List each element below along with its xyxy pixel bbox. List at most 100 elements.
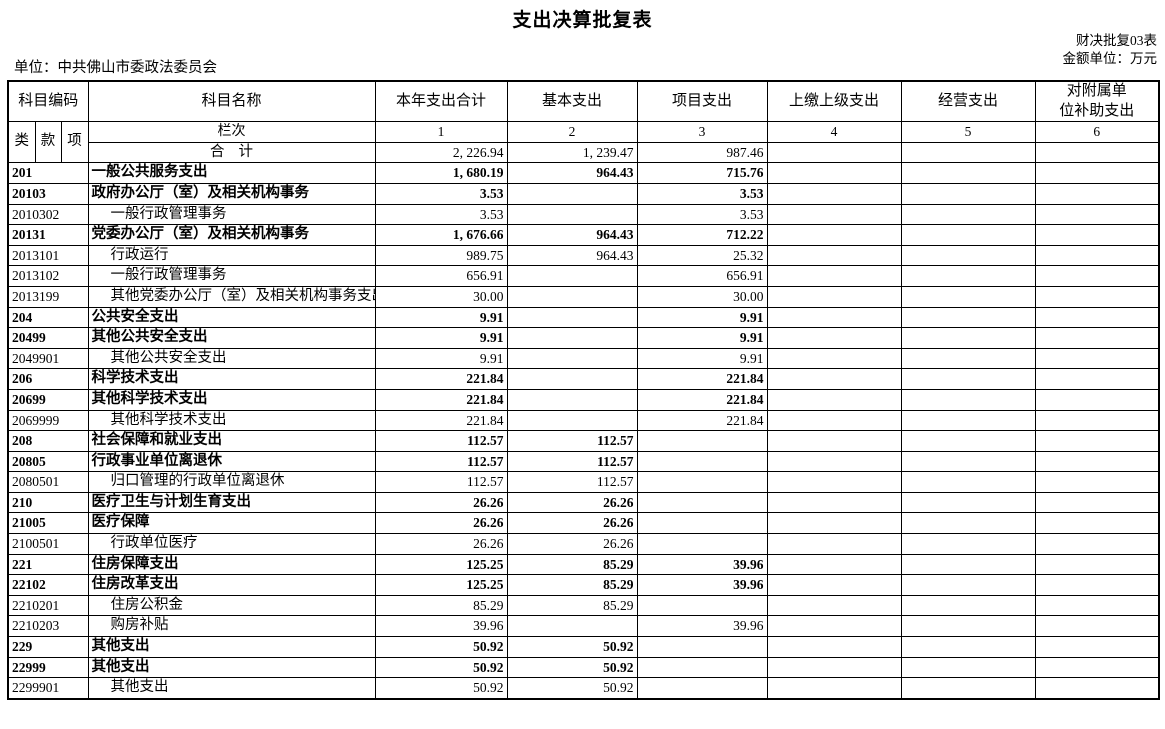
row-col5 bbox=[900, 368, 1036, 390]
row-name: 公共安全支出 bbox=[87, 306, 376, 329]
row-col6 bbox=[1034, 306, 1161, 329]
row-col5 bbox=[900, 574, 1036, 596]
row-col5 bbox=[900, 533, 1036, 555]
form-code: 财决批复03表 bbox=[1076, 33, 1157, 48]
row-col6 bbox=[1034, 430, 1161, 452]
row-col3 bbox=[636, 656, 768, 679]
table-row: 2013102 一般行政管理事务 656.91 656.91 bbox=[6, 265, 1161, 287]
amount-unit: 金额单位：万元 bbox=[1062, 51, 1158, 66]
row-col6 bbox=[1034, 574, 1161, 596]
row-col2: 964.43 bbox=[506, 162, 638, 184]
header-colnum-6: 6 bbox=[1034, 121, 1161, 143]
table-row: 206 科学技术支出 221.84 221.84 bbox=[6, 368, 1161, 390]
row-name: 党委办公厅（室）及相关机构事务 bbox=[87, 224, 376, 246]
table-row: 22999 其他支出 50.92 50.92 bbox=[6, 656, 1161, 679]
row-col6 bbox=[1034, 327, 1161, 349]
expenditure-table: 科目编码 科目名称 本年支出合计 基本支出 项目支出 上缴上级支出 经营支出 对… bbox=[6, 80, 1161, 700]
row-col6 bbox=[1034, 224, 1161, 246]
row-name: 行政事业单位离退休 bbox=[87, 450, 376, 473]
total-row-label: 合计 bbox=[87, 141, 376, 164]
table-row: 204 公共安全支出 9.91 9.91 bbox=[6, 306, 1161, 329]
page-title: 支出决算批复表 bbox=[512, 10, 653, 31]
row-col5 bbox=[900, 636, 1036, 658]
row-col2: 112.57 bbox=[506, 450, 638, 473]
row-code: 2010302 bbox=[6, 203, 89, 226]
row-code: 22102 bbox=[6, 574, 89, 596]
row-name: 其他科学技术支出 bbox=[87, 409, 376, 432]
row-col1: 9.91 bbox=[374, 327, 508, 349]
header-code-kuan: 款 bbox=[34, 121, 62, 164]
table-row: 21005 医疗保障 26.26 26.26 bbox=[6, 512, 1161, 535]
row-col6 bbox=[1034, 162, 1161, 184]
row-col1: 112.57 bbox=[374, 450, 508, 473]
row-col5 bbox=[900, 162, 1036, 184]
row-col3: 9.91 bbox=[636, 327, 768, 349]
row-name: 其他公共安全支出 bbox=[87, 347, 376, 370]
row-col4 bbox=[766, 430, 902, 452]
row-col3 bbox=[636, 450, 768, 473]
row-code: 210 bbox=[6, 491, 89, 514]
row-col5 bbox=[900, 471, 1036, 493]
row-col3: 9.91 bbox=[636, 347, 768, 370]
header-col1-total: 本年支出合计 bbox=[374, 80, 508, 123]
row-col2: 85.29 bbox=[506, 574, 638, 596]
row-code: 206 bbox=[6, 368, 89, 390]
row-col3: 39.96 bbox=[636, 615, 768, 638]
row-col3: 656.91 bbox=[636, 265, 768, 287]
row-col4 bbox=[766, 203, 902, 226]
row-col1: 9.91 bbox=[374, 306, 508, 329]
row-col3: 221.84 bbox=[636, 409, 768, 432]
total-row-col3: 987.46 bbox=[636, 141, 768, 164]
row-col3: 30.00 bbox=[636, 285, 768, 308]
row-name: 一般行政管理事务 bbox=[87, 265, 376, 287]
row-col4 bbox=[766, 450, 902, 473]
row-col1: 9.91 bbox=[374, 347, 508, 370]
row-col2: 50.92 bbox=[506, 656, 638, 679]
row-name: 医疗保障 bbox=[87, 512, 376, 535]
row-col5 bbox=[900, 656, 1036, 679]
row-name: 购房补贴 bbox=[87, 615, 376, 638]
row-col6 bbox=[1034, 388, 1161, 411]
table-row: 2299901 其他支出 50.92 50.92 bbox=[6, 677, 1161, 700]
header-col5-operating: 经营支出 bbox=[900, 80, 1036, 123]
row-code: 20131 bbox=[6, 224, 89, 246]
row-col6 bbox=[1034, 636, 1161, 658]
row-code: 2299901 bbox=[6, 677, 89, 700]
total-row-col6 bbox=[1034, 141, 1161, 164]
header-col2-basic: 基本支出 bbox=[506, 80, 638, 123]
row-code: 2049901 bbox=[6, 347, 89, 370]
table-row: 2010302 一般行政管理事务 3.53 3.53 bbox=[6, 203, 1161, 226]
row-col1: 50.92 bbox=[374, 677, 508, 700]
row-col6 bbox=[1034, 553, 1161, 576]
row-col2: 85.29 bbox=[506, 553, 638, 576]
row-code: 2210203 bbox=[6, 615, 89, 638]
row-col6 bbox=[1034, 244, 1161, 267]
row-col6 bbox=[1034, 656, 1161, 679]
row-col5 bbox=[900, 615, 1036, 638]
row-col4 bbox=[766, 636, 902, 658]
table-row: 20499 其他公共安全支出 9.91 9.91 bbox=[6, 327, 1161, 349]
row-code: 20103 bbox=[6, 182, 89, 205]
row-col4 bbox=[766, 182, 902, 205]
row-col2: 50.92 bbox=[506, 677, 638, 700]
row-col6 bbox=[1034, 285, 1161, 308]
header-col6-line2: 位补助支出 bbox=[1059, 102, 1135, 119]
row-col2 bbox=[506, 368, 638, 390]
row-col2 bbox=[506, 203, 638, 226]
row-name: 社会保障和就业支出 bbox=[87, 430, 376, 452]
row-col4 bbox=[766, 409, 902, 432]
header-code-xiang: 项 bbox=[60, 121, 89, 164]
row-col3 bbox=[636, 636, 768, 658]
row-col2 bbox=[506, 265, 638, 287]
row-col4 bbox=[766, 533, 902, 555]
row-name: 其他支出 bbox=[87, 677, 376, 700]
row-col5 bbox=[900, 553, 1036, 576]
row-col6 bbox=[1034, 594, 1161, 617]
row-col3: 3.53 bbox=[636, 182, 768, 205]
row-col3: 39.96 bbox=[636, 574, 768, 596]
header-col6-line1: 对附属单 bbox=[1066, 83, 1127, 99]
row-col1: 112.57 bbox=[374, 471, 508, 493]
row-code: 2100501 bbox=[6, 533, 89, 555]
row-col6 bbox=[1034, 265, 1161, 287]
row-col4 bbox=[766, 306, 902, 329]
